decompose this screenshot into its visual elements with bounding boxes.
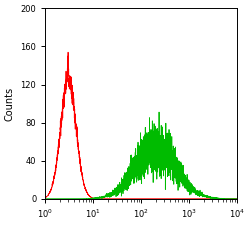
Y-axis label: Counts: Counts <box>5 86 15 121</box>
